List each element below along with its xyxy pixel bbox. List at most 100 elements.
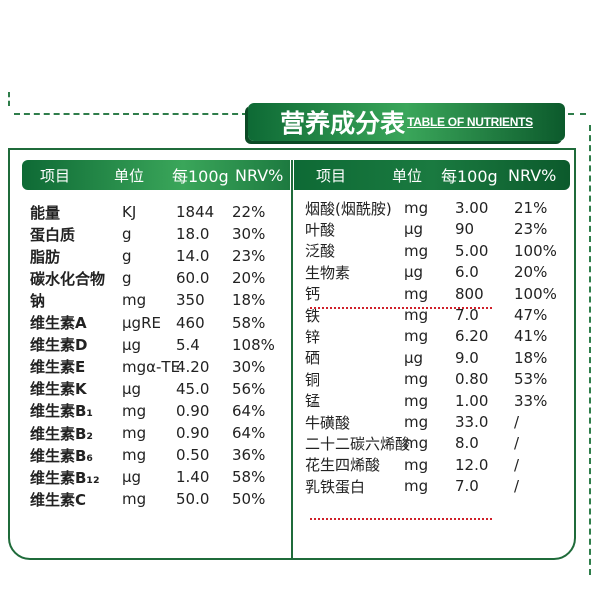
- header-left: 项目 单位 每100g NRV%: [22, 160, 290, 190]
- nrv: 20%: [232, 269, 266, 288]
- unit: μg: [404, 220, 424, 239]
- nrv: 18%: [514, 348, 548, 367]
- table-row: 锌 mg 6.20 41%: [0, 325, 600, 347]
- nutrient-name: 乳铁蛋白: [305, 477, 366, 496]
- decor-dash-right: [568, 113, 586, 115]
- table-row: 维生素B₁₂ μg 1.40 58%: [0, 466, 600, 488]
- table-row: 维生素B₆ mg 0.50 36%: [0, 444, 600, 466]
- unit: KJ: [122, 203, 137, 221]
- nrv: /: [514, 434, 520, 453]
- unit: g: [122, 247, 132, 266]
- nrv: 58%: [232, 313, 266, 332]
- nrv: 56%: [232, 379, 266, 398]
- nutrient-name: 维生素C: [30, 490, 87, 509]
- nutrient-name: 维生素B₁₂: [30, 468, 100, 487]
- header-unit: 单位: [392, 166, 423, 185]
- unit: mg: [404, 370, 429, 389]
- nutrient-name: 蛋白质: [30, 225, 76, 244]
- table-row: 碳水化合物 g 60.0 20%: [0, 267, 600, 289]
- highlight-underline: [310, 307, 492, 309]
- title-cn: 营养成分表: [280, 109, 406, 138]
- per-100g: 5.00: [455, 241, 489, 260]
- nutrient-name: 硒: [305, 349, 321, 368]
- per-100g: 460: [176, 313, 205, 332]
- per-100g: 1.00: [455, 391, 489, 410]
- table-row: 乳铁蛋白 mg 7.0 /: [0, 475, 600, 497]
- table-row: 锰 mg 1.00 33%: [0, 390, 600, 412]
- nrv: 23%: [232, 247, 266, 266]
- per-100g: 90: [455, 220, 475, 239]
- unit: μg: [404, 348, 424, 367]
- nutrient-name: 维生素D: [30, 336, 88, 355]
- table-row: 维生素E mgα-TE 4.20 30%: [0, 356, 600, 378]
- per-100g: 6.0: [455, 263, 479, 282]
- table-row: 硒 μg 9.0 18%: [0, 347, 600, 369]
- table-row: 维生素K μg 45.0 56%: [0, 378, 600, 400]
- nrv: 23%: [514, 220, 548, 239]
- nrv: 64%: [232, 424, 266, 442]
- table-row: 叶酸 μg 90 23%: [0, 218, 600, 240]
- header-nrv: NRV%: [508, 165, 557, 185]
- header-unit: 单位: [114, 166, 145, 185]
- nrv: 21%: [514, 199, 548, 217]
- per-100g: 3.00: [455, 199, 489, 217]
- table-row: 牛磺酸 mg 33.0 /: [0, 411, 600, 433]
- per-100g: 7.0: [455, 477, 479, 496]
- nutrient-name: 维生素A: [30, 314, 87, 332]
- unit: mg: [122, 291, 147, 310]
- header-nrv: NRV%: [235, 165, 284, 185]
- per-100g: 33.0: [455, 413, 489, 431]
- table-row: 钙 mg 800 100%: [0, 283, 600, 305]
- column-divider: [291, 160, 293, 560]
- nutrient-name: 钙: [305, 285, 321, 304]
- nrv: /: [514, 455, 520, 474]
- unit: μg: [122, 468, 142, 487]
- nutrient-name: 二十二碳六烯酸: [305, 434, 411, 453]
- nrv: 18%: [232, 291, 266, 310]
- nutrient-name: 能量: [30, 203, 61, 222]
- nrv: 50%: [232, 490, 266, 509]
- per-100g: 1.40: [176, 468, 210, 487]
- table-row: 维生素B₁ mg 0.90 64%: [0, 400, 600, 422]
- header-per100g: 每100g: [172, 167, 229, 186]
- unit: mg: [122, 424, 147, 442]
- decor-dash-left: [8, 92, 10, 106]
- per-100g: 4.20: [176, 357, 210, 376]
- nrv: 20%: [514, 263, 548, 282]
- per-100g: 8.0: [455, 434, 479, 453]
- nrv: 108%: [232, 335, 275, 354]
- unit: mg: [122, 446, 147, 465]
- unit: g: [122, 269, 132, 288]
- unit: μg: [404, 263, 424, 282]
- nutrient-name: 锌: [305, 327, 321, 346]
- per-100g: 7.0: [455, 306, 479, 324]
- per-100g: 0.90: [176, 401, 210, 420]
- nutrient-name: 牛磺酸: [305, 413, 351, 432]
- per-100g: 9.0: [455, 348, 479, 367]
- nrv: /: [514, 477, 520, 496]
- unit: mg: [404, 455, 429, 474]
- nutrient-name: 碳水化合物: [30, 269, 106, 288]
- nrv: 53%: [514, 370, 548, 389]
- nutrient-name: 维生素B₁: [30, 402, 94, 421]
- nutrient-name: 花生四烯酸: [305, 456, 381, 475]
- table-row: 脂肪 g 14.0 23%: [0, 245, 600, 267]
- table-row: 钠 mg 350 18%: [0, 289, 600, 311]
- nutrient-name: 锰: [305, 392, 321, 411]
- nrv: 100%: [514, 284, 557, 303]
- table-row: 泛酸 mg 5.00 100%: [0, 240, 600, 262]
- nutrient-name: 维生素E: [30, 358, 86, 377]
- nrv: 100%: [514, 241, 557, 260]
- nutrient-name: 生物素: [305, 263, 351, 282]
- unit: mg: [404, 391, 429, 410]
- nutrient-name: 维生素B₆: [30, 446, 94, 465]
- table-row: 烟酸(烟酰胺) mg 3.00 21%: [0, 197, 600, 219]
- unit: mg: [404, 284, 429, 303]
- nutrient-name: 铁: [305, 306, 321, 325]
- nrv: 41%: [514, 327, 548, 346]
- table-row: 维生素A μgRE 460 58%: [0, 312, 600, 334]
- decor-dash-top: [14, 113, 248, 115]
- nrv: 58%: [232, 468, 266, 487]
- table-row: 维生素D μg 5.4 108%: [0, 334, 600, 356]
- nutrient-name: 叶酸: [305, 220, 336, 239]
